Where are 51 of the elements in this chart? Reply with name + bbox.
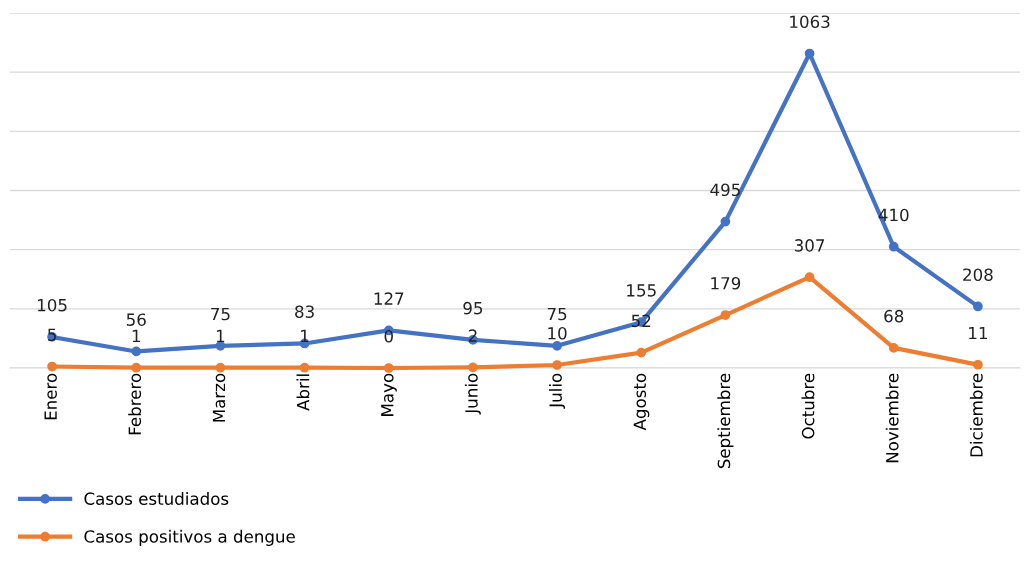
data-label: 127 xyxy=(374,292,404,305)
legend-label: Casos positivos a dengue xyxy=(84,529,295,546)
x-tick-label: Marzo xyxy=(212,373,226,422)
point xyxy=(299,362,310,373)
data-label: 95 xyxy=(463,301,483,315)
point xyxy=(131,362,142,373)
data-label: 56 xyxy=(126,313,146,326)
legend-label: Casos estudiados xyxy=(84,492,229,505)
x-tick-label: Febrero xyxy=(128,373,142,435)
point xyxy=(888,241,899,252)
point xyxy=(636,347,647,358)
point xyxy=(973,301,983,312)
x-tick-label: Enero xyxy=(44,373,57,420)
data-label: 68 xyxy=(884,309,904,323)
x-tick-label: Agosto xyxy=(633,373,650,431)
data-label: 10 xyxy=(548,326,567,340)
point xyxy=(804,272,815,283)
point xyxy=(552,360,562,370)
x-tick-label: Junio xyxy=(464,373,481,415)
point xyxy=(804,48,815,59)
x-tick-label: Mayo xyxy=(381,373,397,416)
point xyxy=(468,362,478,373)
data-label: 11 xyxy=(969,326,987,340)
x-tick-label: Noviembre xyxy=(885,373,899,463)
data-label: 1063 xyxy=(790,15,830,29)
data-label: 495 xyxy=(710,183,740,197)
data-label: 1 xyxy=(216,329,225,343)
x-tick-label: Octubre xyxy=(801,373,815,439)
x-tick-label: Julio xyxy=(549,373,566,409)
point xyxy=(720,216,731,227)
x-tick-label: Septiembre xyxy=(717,373,734,469)
data-label: 5 xyxy=(48,328,56,342)
point xyxy=(720,310,731,320)
point xyxy=(552,340,562,351)
data-label: 155 xyxy=(627,284,656,297)
data-label: 208 xyxy=(963,268,993,282)
point xyxy=(131,346,142,357)
point xyxy=(973,359,983,370)
data-label: 105 xyxy=(38,298,67,312)
data-label: 75 xyxy=(211,307,230,321)
data-label: 307 xyxy=(794,239,825,252)
point xyxy=(383,363,394,373)
data-label: 83 xyxy=(295,305,314,318)
x-tick-label: Abril xyxy=(296,374,310,411)
data-label: 75 xyxy=(547,307,567,321)
point xyxy=(215,362,226,373)
x-tick-label: Diciembre xyxy=(969,373,983,457)
point xyxy=(888,343,899,353)
point xyxy=(47,361,57,372)
data-label: 179 xyxy=(711,276,741,290)
data-label: 1 xyxy=(132,329,141,343)
